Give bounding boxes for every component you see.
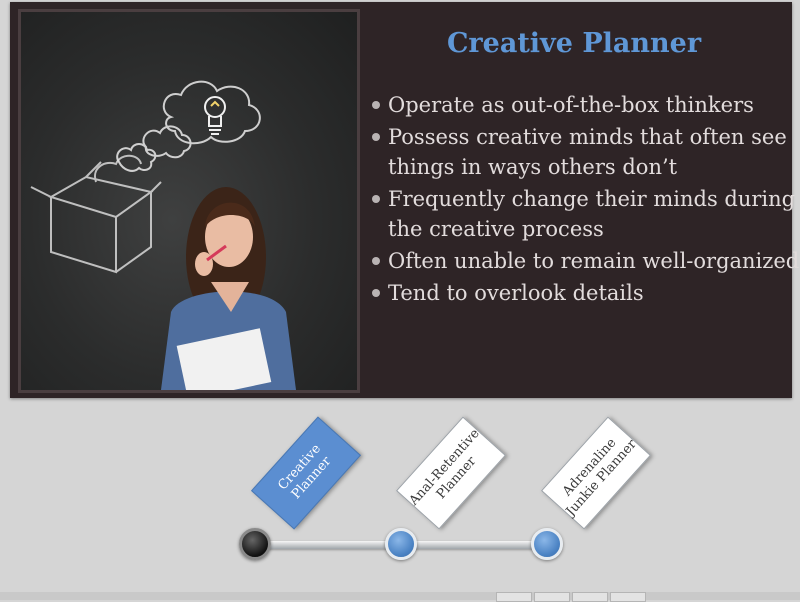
- timeline-node-anal-retentive[interactable]: [385, 528, 417, 560]
- bullet-item: Possess creative minds that often see th…: [370, 122, 800, 182]
- planner-timeline: [0, 398, 800, 600]
- bullet-list: Operate as out-of-the-box thinkers Posse…: [370, 90, 800, 310]
- woman-thinking-chalkboard-image: [30, 80, 296, 390]
- bottom-tab[interactable]: [610, 592, 646, 602]
- photo-frame: [18, 9, 360, 393]
- slide-title: Creative Planner: [446, 28, 702, 59]
- bottom-tab-strip: [0, 592, 800, 602]
- bottom-tab[interactable]: [534, 592, 570, 602]
- slide-panel: Creative Planner Operate as out-of-the-b…: [10, 2, 799, 398]
- bullet-item: Frequently change their minds during the…: [370, 184, 800, 244]
- bullet-dot-icon: [372, 133, 380, 141]
- bullet-item: Operate as out-of-the-box thinkers: [370, 90, 800, 120]
- bullet-item: Often unable to remain well-organized: [370, 246, 800, 276]
- bullet-item: Tend to overlook details: [370, 278, 800, 308]
- bullet-dot-icon: [372, 101, 380, 109]
- bullet-dot-icon: [372, 195, 380, 203]
- bottom-tab[interactable]: [572, 592, 608, 602]
- timeline-node-adrenaline-junkie[interactable]: [531, 528, 563, 560]
- bullet-dot-icon: [372, 289, 380, 297]
- bullet-dot-icon: [372, 257, 380, 265]
- timeline-node-creative[interactable]: [239, 528, 271, 560]
- bottom-tab[interactable]: [496, 592, 532, 602]
